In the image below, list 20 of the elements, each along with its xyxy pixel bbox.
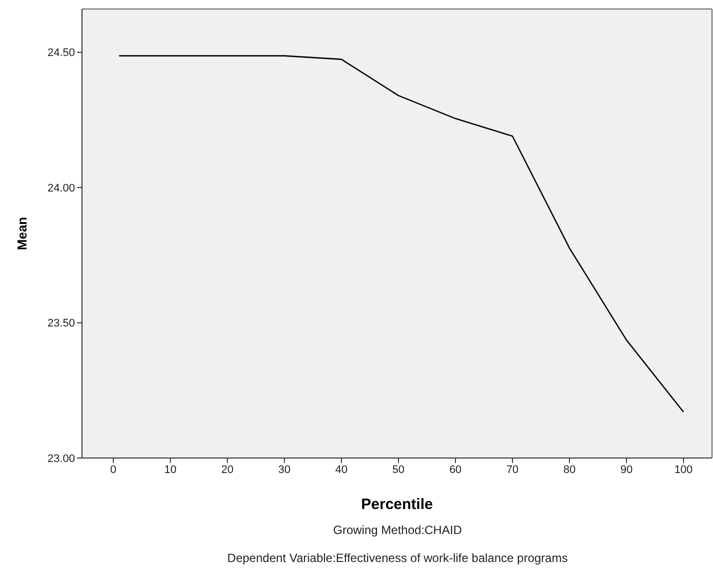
x-tick-label: 70 — [506, 464, 519, 476]
x-tick-label: 60 — [449, 464, 462, 476]
x-tick-label: 80 — [563, 464, 576, 476]
text: Dependent Variable:Effectiveness of work-life balance programs — [226, 551, 569, 565]
x-tick-label: 40 — [335, 464, 348, 476]
x-tick-label: 90 — [620, 464, 633, 476]
x-tick-label: 30 — [278, 464, 291, 476]
y-tick-label: 24.00 — [47, 182, 75, 194]
x-tick-label: 0 — [110, 464, 116, 476]
x-tick-label: 20 — [221, 464, 234, 476]
line-series — [118, 55, 684, 413]
text: Growing Method:CHAID — [332, 523, 463, 537]
y-tick-label: 23.00 — [47, 452, 75, 465]
y-tick-label: 23.50 — [47, 318, 75, 330]
x-tick-label: 50 — [392, 464, 405, 476]
x-axis-title: Percentile — [361, 496, 433, 513]
x-tick-label: 100 — [674, 464, 693, 476]
x-tick-label: 10 — [164, 464, 176, 476]
y-axis-title: Mean — [14, 216, 30, 250]
y-tick-label: 24.50 — [47, 47, 75, 60]
